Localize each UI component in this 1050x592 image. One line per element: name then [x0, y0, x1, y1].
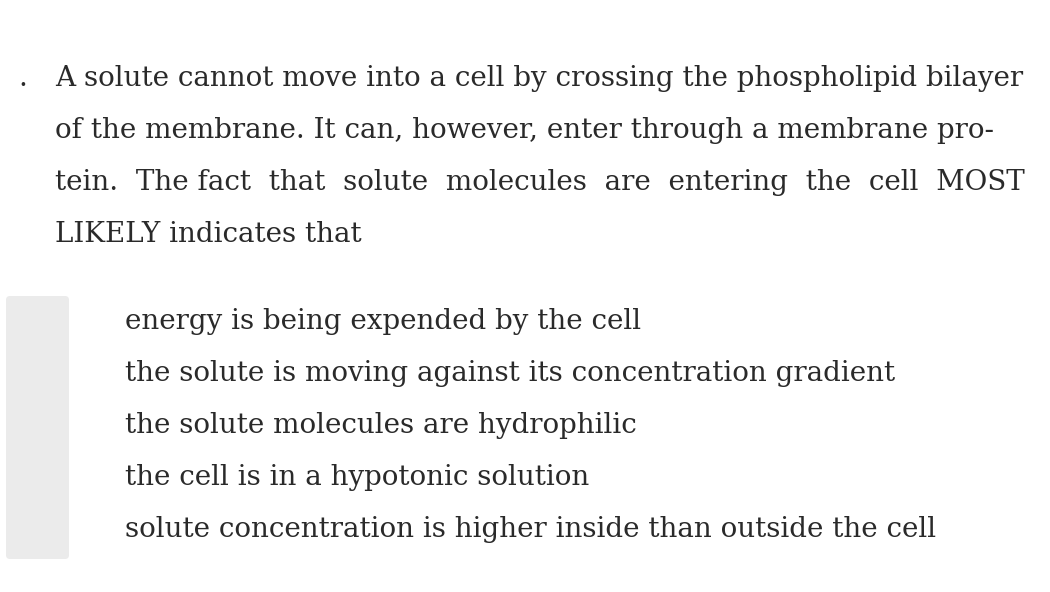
- Text: the solute molecules are hydrophilic: the solute molecules are hydrophilic: [125, 412, 636, 439]
- Text: the cell is in a hypotonic solution: the cell is in a hypotonic solution: [125, 464, 589, 491]
- FancyBboxPatch shape: [6, 296, 69, 559]
- Text: A solute cannot move into a cell by crossing the phospholipid bilayer: A solute cannot move into a cell by cros…: [55, 65, 1023, 92]
- Text: solute concentration is higher inside than outside the cell: solute concentration is higher inside th…: [125, 516, 937, 543]
- Text: the solute is moving against its concentration gradient: the solute is moving against its concent…: [125, 360, 895, 387]
- Text: of the membrane. It can, however, enter through a membrane pro-: of the membrane. It can, however, enter …: [55, 117, 994, 144]
- Text: .: .: [18, 65, 27, 92]
- Text: energy is being expended by the cell: energy is being expended by the cell: [125, 308, 642, 335]
- Text: tein.  The fact  that  solute  molecules  are  entering  the  cell  MOST: tein. The fact that solute molecules are…: [55, 169, 1025, 196]
- Text: LIKELY indicates that: LIKELY indicates that: [55, 221, 361, 248]
